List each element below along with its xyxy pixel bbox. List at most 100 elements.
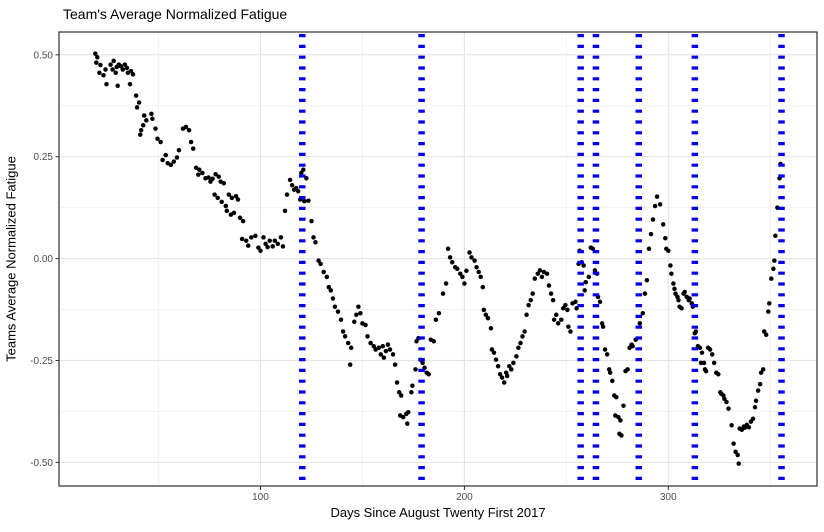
- data-point: [258, 248, 263, 254]
- data-point: [771, 266, 776, 272]
- data-point: [535, 271, 541, 276]
- data-point: [707, 347, 713, 352]
- data-point: [676, 297, 681, 303]
- data-point: [394, 380, 400, 385]
- data-point: [263, 241, 268, 247]
- data-point: [354, 312, 359, 318]
- data-point: [491, 350, 497, 355]
- data-point: [716, 372, 721, 377]
- data-point: [563, 302, 568, 308]
- data-point: [573, 299, 578, 305]
- data-point: [671, 281, 676, 286]
- data-point: [753, 398, 759, 404]
- data-point: [356, 304, 361, 309]
- data-point: [679, 306, 684, 311]
- data-point: [507, 363, 512, 369]
- data-point: [551, 317, 557, 322]
- data-point: [101, 72, 106, 78]
- data-point: [669, 271, 674, 276]
- data-point: [213, 171, 218, 177]
- y-tick-label: 0.00: [34, 254, 54, 265]
- data-point: [537, 268, 543, 273]
- data-point: [137, 132, 143, 137]
- data-point: [363, 322, 368, 328]
- data-point: [141, 113, 147, 118]
- data-point: [583, 279, 588, 285]
- data-point: [318, 261, 323, 267]
- data-point: [413, 367, 418, 372]
- data-point: [619, 433, 624, 438]
- data-point: [278, 235, 284, 240]
- data-point: [602, 347, 608, 352]
- data-point: [731, 441, 736, 446]
- data-point: [206, 175, 211, 180]
- data-point: [539, 274, 545, 280]
- data-point: [657, 202, 663, 207]
- data-point: [724, 399, 729, 405]
- data-point: [93, 51, 98, 56]
- data-point: [243, 238, 249, 243]
- data-point: [113, 70, 118, 76]
- data-point: [663, 235, 668, 241]
- data-point: [711, 360, 717, 366]
- data-point: [701, 360, 707, 366]
- data-point: [406, 409, 411, 415]
- data-point: [221, 180, 227, 186]
- data-point: [400, 414, 406, 420]
- data-point: [735, 452, 740, 458]
- data-point: [493, 357, 499, 362]
- data-point: [736, 461, 741, 466]
- data-point: [597, 299, 603, 305]
- data-point: [757, 381, 763, 387]
- data-point: [586, 274, 592, 280]
- data-point: [176, 147, 182, 153]
- data-point: [295, 189, 301, 194]
- data-point: [550, 297, 556, 303]
- data-point: [520, 334, 525, 339]
- data-point: [654, 194, 660, 199]
- data-point: [352, 319, 357, 325]
- data-point: [682, 289, 687, 295]
- data-point: [183, 124, 189, 130]
- data-point: [483, 312, 489, 318]
- data-point: [772, 258, 777, 263]
- data-point: [275, 241, 281, 247]
- data-point: [316, 258, 321, 263]
- data-point: [431, 339, 437, 344]
- data-point: [553, 312, 559, 318]
- panel-border: [58, 31, 818, 487]
- data-point: [565, 307, 570, 313]
- data-point: [480, 284, 486, 290]
- data-point: [485, 315, 491, 321]
- data-point: [644, 277, 650, 283]
- data-point: [380, 343, 386, 349]
- data-point: [237, 215, 243, 221]
- data-point: [652, 203, 658, 209]
- data-point: [621, 403, 626, 408]
- chart-title: Team's Average Normalized Fatigue: [63, 6, 288, 22]
- y-tick-label: 0.50: [34, 50, 54, 61]
- data-point: [752, 405, 758, 410]
- data-point: [256, 245, 261, 250]
- data-point: [301, 167, 306, 172]
- x-axis-title: Days Since August Twenty First 2017: [330, 505, 546, 520]
- data-point: [405, 421, 410, 426]
- y-tick-label: -0.25: [30, 356, 53, 367]
- data-point: [190, 146, 196, 151]
- data-point: [478, 274, 483, 280]
- data-point: [110, 67, 115, 72]
- data-point: [420, 360, 425, 366]
- data-point: [313, 240, 318, 245]
- data-point: [239, 236, 245, 242]
- data-point: [607, 370, 613, 375]
- data-point: [95, 55, 100, 60]
- data-point: [272, 238, 278, 243]
- data-point: [138, 127, 144, 133]
- data-point: [215, 195, 220, 201]
- data-point: [368, 340, 373, 346]
- data-point: [733, 449, 738, 455]
- data-point: [618, 418, 623, 423]
- data-point: [210, 176, 215, 181]
